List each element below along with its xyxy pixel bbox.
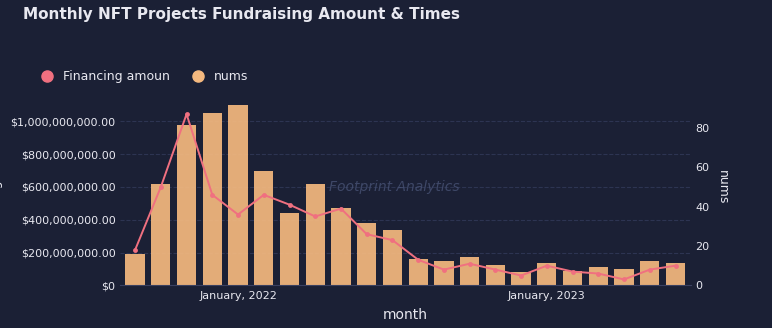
- Bar: [537, 263, 557, 285]
- Bar: [279, 213, 300, 285]
- Bar: [151, 184, 171, 285]
- Bar: [408, 259, 428, 285]
- Bar: [665, 263, 686, 285]
- Bar: [357, 223, 377, 285]
- Y-axis label: nums: nums: [716, 170, 730, 204]
- Bar: [460, 257, 479, 285]
- Bar: [434, 261, 454, 285]
- Bar: [177, 125, 196, 285]
- Bar: [588, 266, 608, 285]
- Legend: Financing amoun, nums: Financing amoun, nums: [29, 65, 253, 88]
- Bar: [615, 269, 634, 285]
- Bar: [306, 184, 325, 285]
- Bar: [511, 272, 530, 285]
- Bar: [486, 265, 505, 285]
- Bar: [331, 208, 350, 285]
- Y-axis label: Financing amoun: Financing amoun: [0, 133, 3, 240]
- X-axis label: month: month: [383, 308, 428, 322]
- Text: Monthly NFT Projects Fundraising Amount & Times: Monthly NFT Projects Fundraising Amount …: [23, 7, 460, 22]
- Bar: [229, 105, 248, 285]
- Bar: [125, 254, 145, 285]
- Bar: [383, 230, 402, 285]
- Bar: [563, 271, 582, 285]
- Bar: [254, 171, 273, 285]
- Bar: [640, 261, 659, 285]
- Text: Footprint Analytics: Footprint Analytics: [329, 180, 459, 194]
- Bar: [202, 113, 222, 285]
